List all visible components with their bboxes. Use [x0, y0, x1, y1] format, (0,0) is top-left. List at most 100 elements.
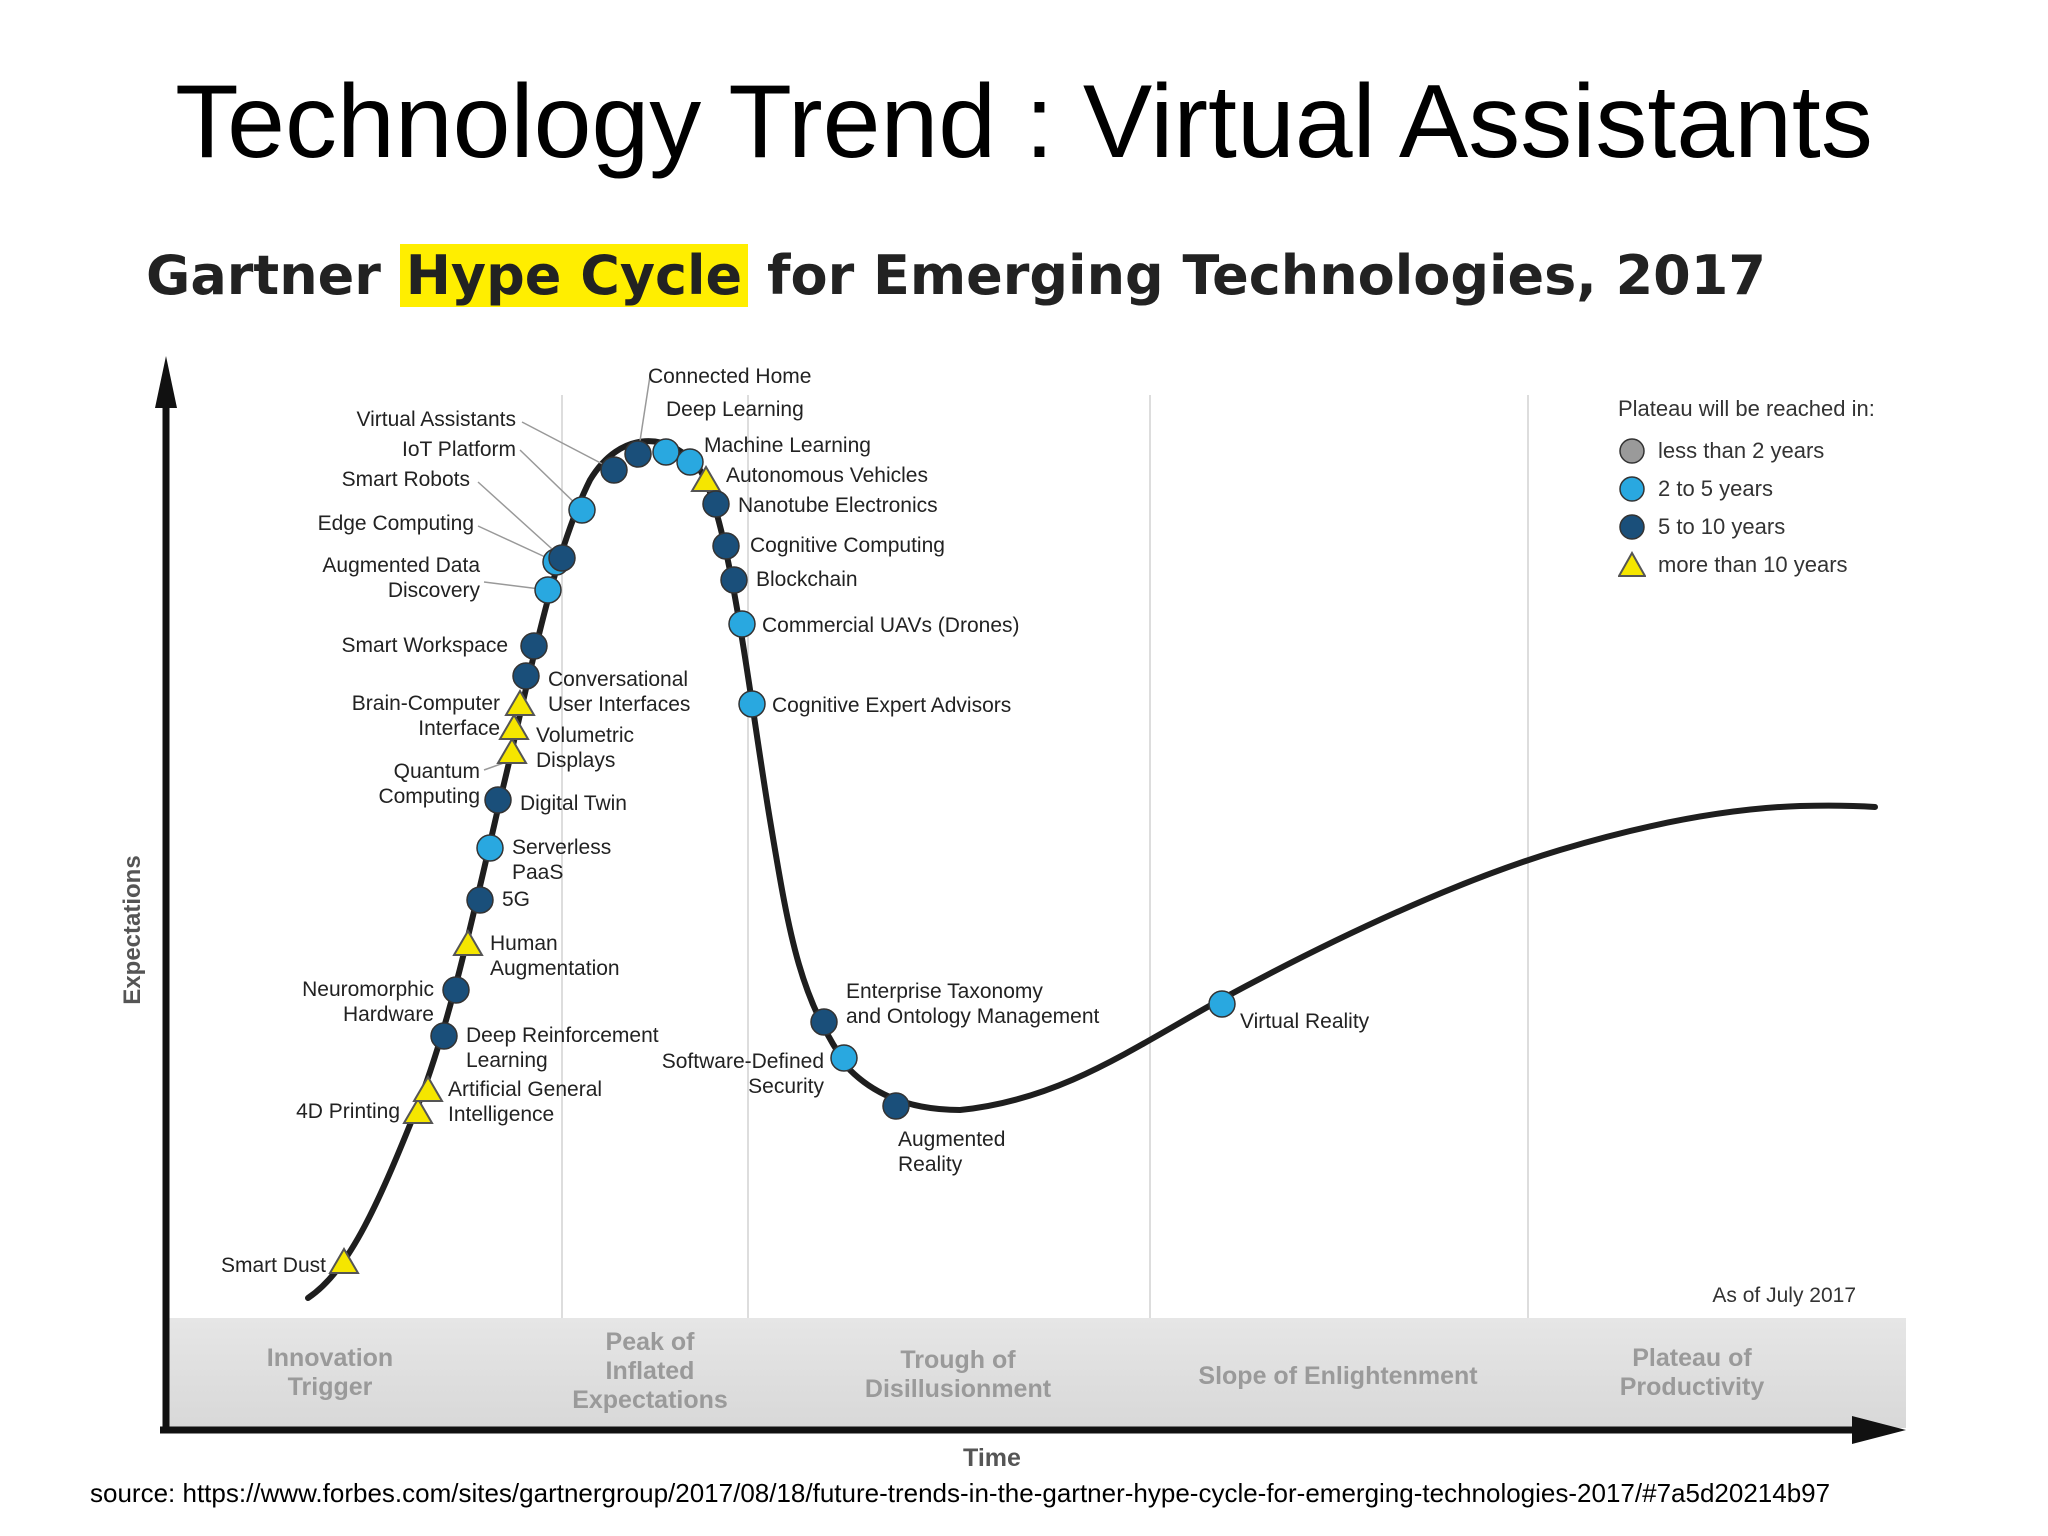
marker-digital-twin: [484, 786, 512, 814]
marker-iot-platform: [568, 496, 596, 524]
y-axis-arrow-icon: [155, 356, 177, 408]
technology-label-line: Nanotube Electronics: [738, 494, 938, 517]
label-5g: 5G: [502, 888, 530, 911]
technology-label-line: Augmented: [898, 1128, 1005, 1151]
legend: Plateau will be reached in: less than 2 …: [1618, 396, 1875, 584]
technology-label-line: Reality: [898, 1153, 963, 1176]
circle-icon: [1619, 476, 1645, 502]
phase-label-line: Disillusionment: [865, 1375, 1052, 1403]
technology-label-line: Edge Computing: [318, 512, 474, 535]
marker-augmented-reality: [882, 1092, 910, 1120]
marker-machine-learning: [676, 448, 704, 476]
technology-label-line: Serverless: [512, 836, 611, 859]
legend-item: 2 to 5 years: [1618, 470, 1875, 508]
phase-label-line: Peak of: [606, 1328, 696, 1356]
label-4d-printing: 4D Printing: [296, 1100, 400, 1123]
marker-quantum-computing: [496, 737, 528, 764]
marker-5g: [466, 886, 494, 914]
technology-label-line: Smart Workspace: [342, 634, 509, 657]
marker-cognitive-expert-advisors: [738, 690, 766, 718]
legend-items: less than 2 years 2 to 5 years 5 to 10 yea…: [1618, 432, 1875, 584]
circle-icon: [1619, 438, 1645, 464]
technology-markers: [328, 438, 1236, 1274]
label-deep-learning: Deep Learning: [666, 398, 804, 421]
label-virtual-assistants: Virtual Assistants: [356, 408, 516, 431]
technology-label-line: Volumetric: [536, 724, 634, 747]
technology-label-line: Neuromorphic: [302, 978, 434, 1001]
label-machine-learning: Machine Learning: [704, 434, 871, 457]
marker-connected-home: [624, 440, 652, 468]
phase-label-line: Plateau of: [1632, 1344, 1752, 1372]
label-digital-twin: Digital Twin: [520, 792, 627, 815]
marker-neuromorphic-hardware: [442, 976, 470, 1004]
marker-serverless-paas: [476, 834, 504, 862]
technology-label-line: Augmentation: [490, 957, 620, 980]
phase-label-line: Trigger: [288, 1373, 373, 1401]
technology-label-line: Smart Robots: [342, 468, 470, 491]
source-citation: source: https://www.forbes.com/sites/gar…: [90, 1478, 1831, 1508]
label-smart-dust: Smart Dust: [221, 1254, 326, 1277]
leader-line: [477, 525, 557, 563]
marker-commercial-uavs-drones: [728, 610, 756, 638]
marker-virtual-assistants: [600, 456, 628, 484]
marker-software-defined-security: [830, 1044, 858, 1072]
leader-line: [519, 449, 583, 511]
legend-item: more than 10 years: [1618, 546, 1875, 584]
legend-item-label: 2 to 5 years: [1658, 476, 1773, 501]
phase-dividers: [561, 395, 1529, 1318]
label-virtual-reality: Virtual Reality: [1240, 1010, 1370, 1033]
triangle-icon: [1618, 551, 1646, 577]
x-axis-label: Time: [963, 1444, 1021, 1472]
diagram-title-post: for Emerging Technologies, 2017: [748, 244, 1766, 307]
diagram-title: Gartner Hype Cycle for Emerging Technolo…: [146, 236, 1766, 316]
marker-artificial-general-intelligence: [412, 1075, 444, 1102]
label-smart-workspace: Smart Workspace: [342, 634, 509, 657]
technology-label-line: and Ontology Management: [846, 1005, 1099, 1028]
hype-curve: [305, 438, 1878, 1301]
marker-human-augmentation: [452, 929, 484, 956]
label-autonomous-vehicles: Autonomous Vehicles: [726, 464, 928, 487]
slide-title: Technology Trend : Virtual Assistants: [175, 64, 1873, 180]
technology-label-line: Discovery: [388, 579, 481, 602]
legend-title: Plateau will be reached in:: [1618, 396, 1875, 421]
technology-label-line: Augmented Data: [322, 554, 480, 577]
marker-blockchain: [720, 566, 748, 594]
technology-label-line: Security: [748, 1075, 824, 1098]
legend-item-label: less than 2 years: [1658, 438, 1825, 463]
phase-label-line: Slope of Enlightenment: [1198, 1362, 1478, 1390]
label-cognitive-expert-advisors: Cognitive Expert Advisors: [772, 694, 1011, 717]
label-blockchain: Blockchain: [756, 568, 858, 591]
technology-label-line: Digital Twin: [520, 792, 627, 815]
technology-label-line: Interface: [418, 717, 500, 740]
marker-cognitive-computing: [712, 532, 740, 560]
leader-line: [477, 481, 563, 559]
phase-label-line: Productivity: [1620, 1373, 1765, 1401]
technology-label-line: Virtual Reality: [1240, 1010, 1370, 1033]
phase-label-line: Inflated: [606, 1357, 695, 1385]
phase-label-line: Trough of: [900, 1346, 1016, 1374]
marker-virtual-reality: [1208, 990, 1236, 1018]
technology-label-line: Commercial UAVs (Drones): [762, 614, 1020, 637]
label-iot-platform: IoT Platform: [402, 438, 516, 461]
marker-nanotube-electronics: [702, 490, 730, 518]
technology-label-line: IoT Platform: [402, 438, 516, 461]
marker-deep-reinforcement-learning: [430, 1022, 458, 1050]
technology-label-line: Human: [490, 932, 558, 955]
marker-conversational-user-interfaces: [512, 662, 540, 690]
technology-label-line: 4D Printing: [296, 1100, 400, 1123]
technology-label-line: Autonomous Vehicles: [726, 464, 928, 487]
x-axis-arrow-icon: [1852, 1416, 1906, 1444]
technology-label-line: Connected Home: [648, 365, 811, 388]
